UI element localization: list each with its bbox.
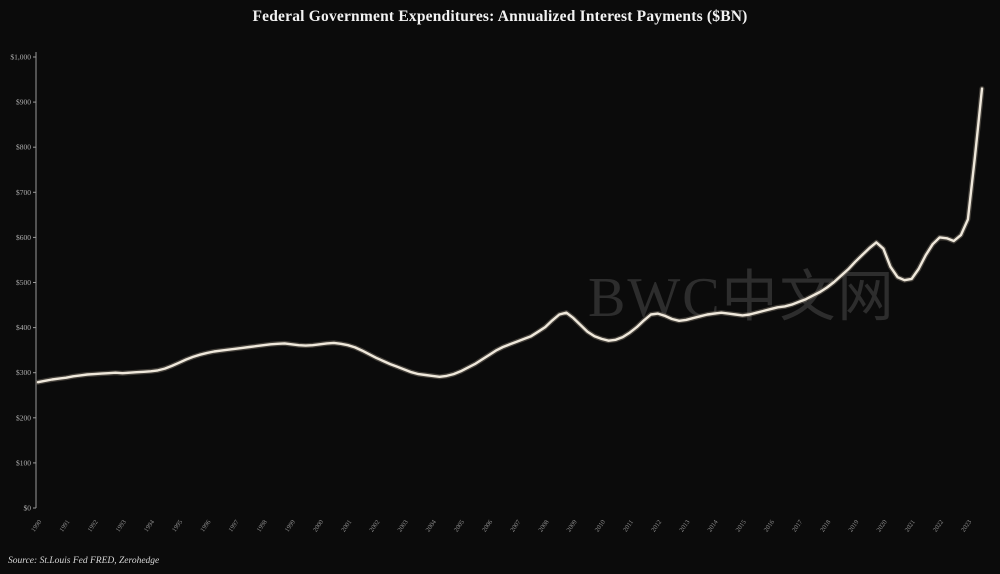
x-tick-label: 2005 xyxy=(453,519,466,534)
x-tick-label: 2003 xyxy=(397,519,410,534)
x-tick-label: 2017 xyxy=(791,518,805,533)
y-tick-label: $200 xyxy=(16,413,31,422)
watermark: BWC中文网 xyxy=(588,267,896,329)
y-tick-label: $300 xyxy=(16,368,31,377)
y-tick-label: $1,000 xyxy=(10,53,31,62)
y-tick-label: $600 xyxy=(16,233,31,242)
x-tick-label: 2009 xyxy=(566,519,579,534)
x-tick-label: 2006 xyxy=(481,518,495,533)
y-tick-label: $700 xyxy=(16,188,31,197)
x-tick-label: 2015 xyxy=(735,519,748,534)
x-tick-label: 2004 xyxy=(425,518,439,533)
x-tick-label: 2000 xyxy=(312,519,325,534)
data-line-halo xyxy=(35,86,985,385)
x-tick-label: 2021 xyxy=(904,519,917,534)
source-note: Source: St.Louis Fed FRED, Zerohedge xyxy=(8,556,160,566)
x-tick-label: 2019 xyxy=(847,519,860,534)
x-tick-label: 2013 xyxy=(678,519,691,534)
x-tick-label: 1994 xyxy=(143,518,157,533)
y-tick-label: $400 xyxy=(16,323,31,332)
x-tick-label: 1995 xyxy=(171,519,184,534)
x-tick-label: 2007 xyxy=(509,518,523,533)
x-tick-label: 2002 xyxy=(368,519,381,534)
data-line xyxy=(36,87,984,384)
y-tick-label: $900 xyxy=(16,98,31,107)
x-tick-label: 2012 xyxy=(650,519,663,534)
x-tick-label: 2010 xyxy=(594,519,607,534)
y-tick-label: $500 xyxy=(16,278,31,287)
x-tick-label: 2011 xyxy=(622,519,635,533)
x-tick-label: 1990 xyxy=(30,519,43,534)
x-tick-label: 2018 xyxy=(819,519,832,534)
x-tick-label: 2023 xyxy=(960,519,973,534)
x-tick-label: 2016 xyxy=(763,518,777,533)
x-tick-label: 1992 xyxy=(87,519,100,534)
x-tick-label: 1998 xyxy=(256,519,269,534)
x-tick-label: 1993 xyxy=(115,519,128,534)
x-tick-label: 2001 xyxy=(340,519,353,534)
x-tick-label: 2008 xyxy=(537,519,550,534)
y-tick-label: $800 xyxy=(16,143,31,152)
x-tick-label: 2020 xyxy=(876,519,889,534)
x-tick-label: 2022 xyxy=(932,519,945,534)
x-tick-label: 1991 xyxy=(58,519,71,534)
y-tick-label: $0 xyxy=(24,504,32,513)
x-tick-label: 1996 xyxy=(199,518,213,533)
x-tick-label: 1997 xyxy=(227,518,241,533)
x-tick-label: 1999 xyxy=(284,519,297,534)
x-tick-label: 2014 xyxy=(706,518,720,533)
y-tick-label: $100 xyxy=(16,458,31,467)
chart-title: Federal Government Expenditures: Annuali… xyxy=(252,8,748,25)
